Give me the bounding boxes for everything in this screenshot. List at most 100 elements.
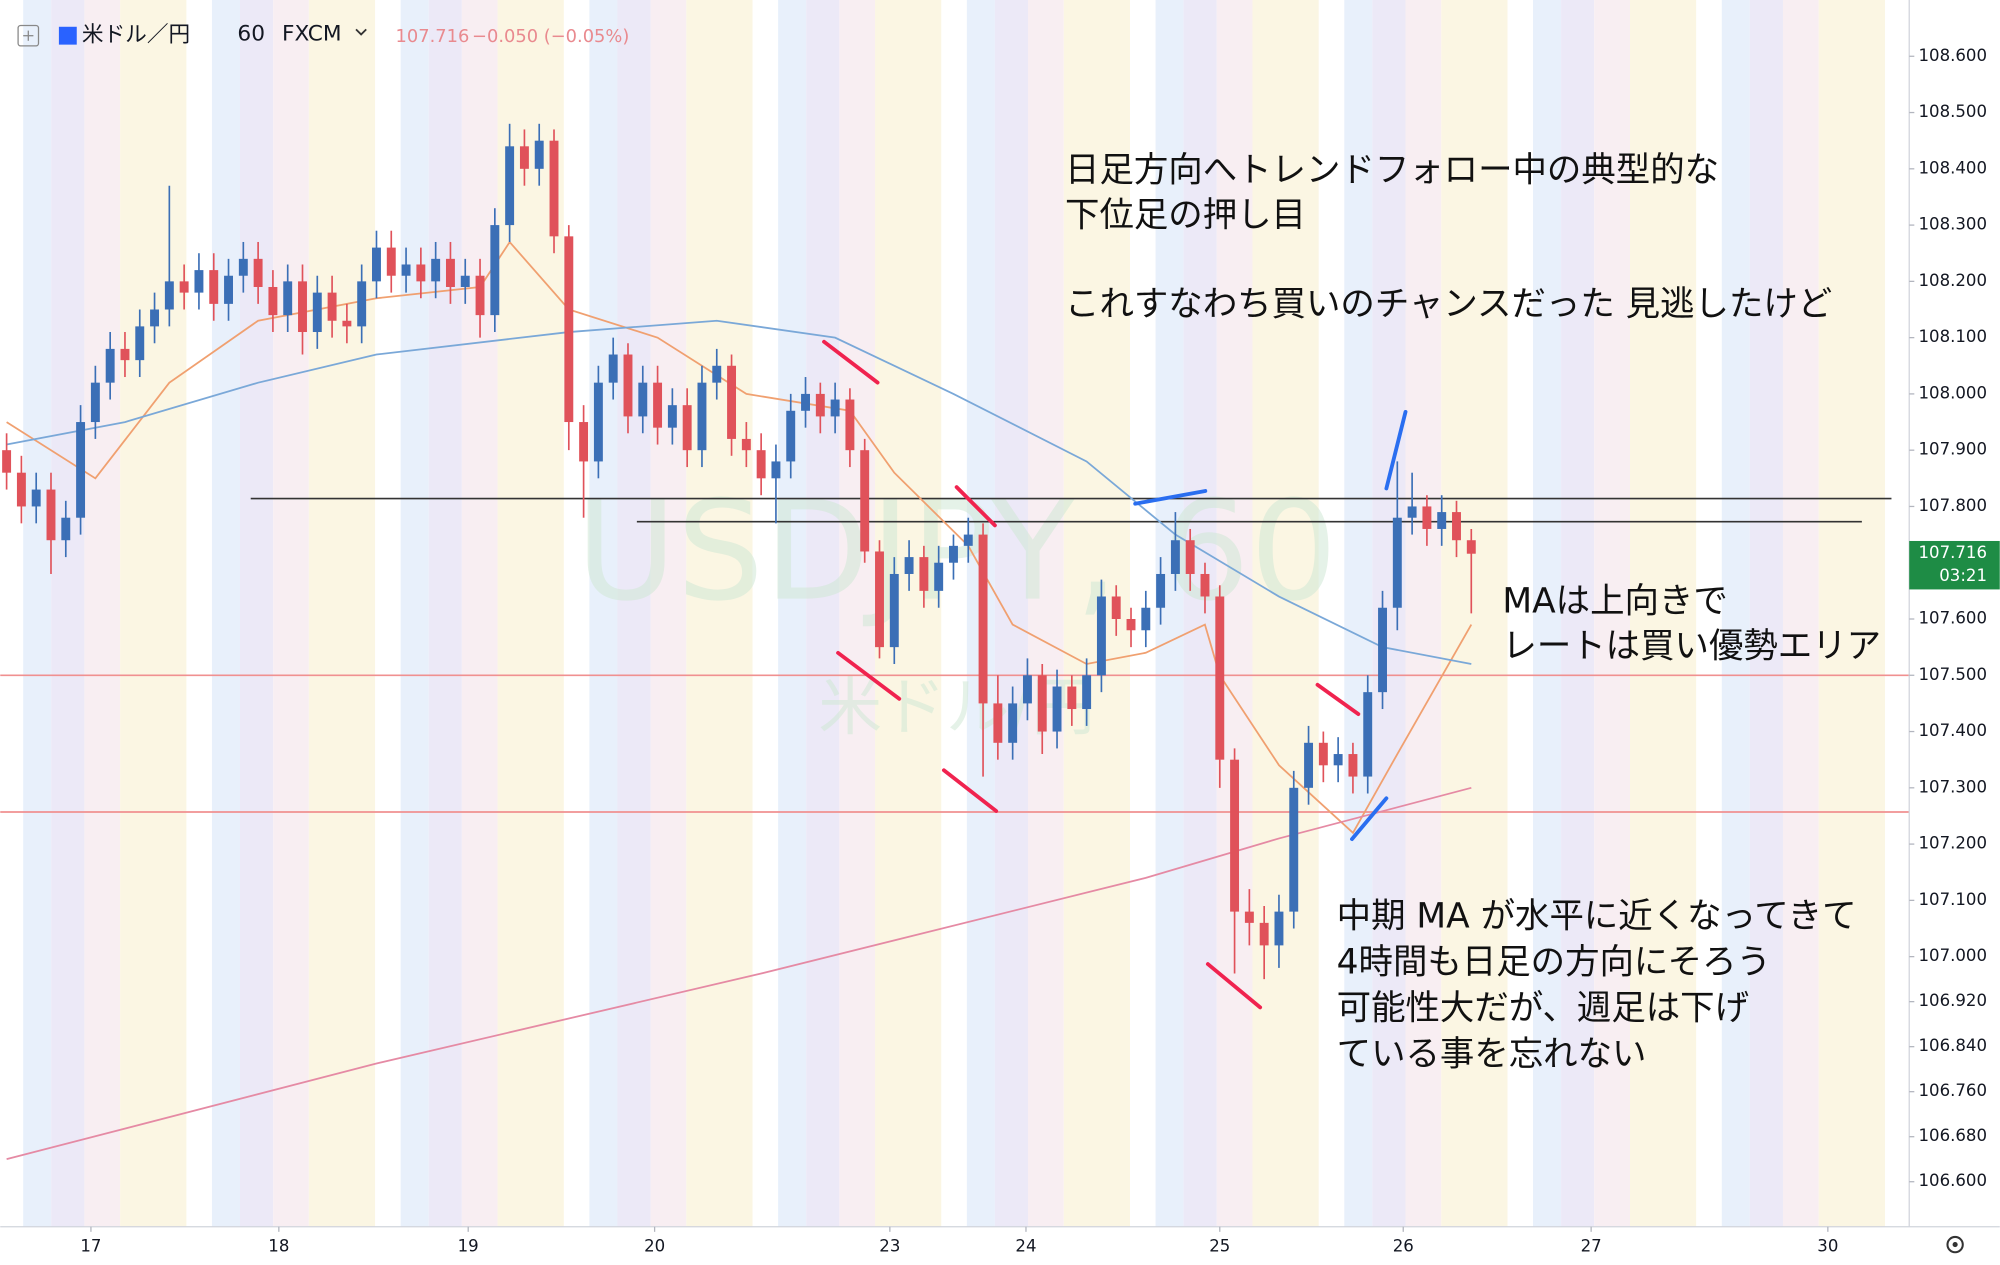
candle-body <box>209 270 219 304</box>
price-change: −0.050 (−0.05%) <box>472 26 629 47</box>
candle-body <box>904 557 914 574</box>
candle-body <box>756 450 766 479</box>
annotation-text: 4時間も日足の方向にそろう <box>1337 943 1771 983</box>
candle-body <box>845 399 855 451</box>
candle-body <box>1422 506 1432 529</box>
session-band <box>1561 0 1595 1227</box>
x-tick-label: 26 <box>1393 1237 1414 1256</box>
session-band <box>1721 0 1750 1227</box>
settings-gear[interactable] <box>1946 1235 1964 1254</box>
candle-body <box>934 562 944 591</box>
candle-body <box>1259 922 1269 946</box>
y-tick-label: 108.000 <box>1919 383 1988 402</box>
candle-body <box>164 281 174 310</box>
candle-body <box>682 405 692 451</box>
y-tick-label: 108.100 <box>1919 327 1988 346</box>
mark-stroke <box>836 650 902 701</box>
candle-body <box>623 354 633 417</box>
candle-body <box>860 450 870 552</box>
candle-body <box>1215 596 1225 760</box>
candle-body <box>120 348 130 361</box>
mark-stroke <box>822 339 880 385</box>
candle-body <box>1067 686 1077 710</box>
session-band <box>941 0 967 1227</box>
session-band <box>186 0 212 1227</box>
y-tick-label: 107.600 <box>1919 608 1988 627</box>
session-band <box>1441 0 1508 1227</box>
last-price-box <box>1909 540 2000 590</box>
mark-stroke <box>1315 682 1361 717</box>
session-band <box>1782 0 1819 1227</box>
session-band <box>1318 0 1345 1227</box>
candle-body <box>801 393 810 411</box>
annotation-text: ている事を忘れない <box>1337 1034 1647 1074</box>
candle-body <box>741 438 751 451</box>
candle-body <box>1333 754 1343 766</box>
x-tick-label: 20 <box>644 1237 665 1256</box>
session-band <box>752 0 779 1227</box>
candle-body <box>875 551 884 648</box>
mark-stroke <box>941 768 999 813</box>
candle-body <box>889 573 899 648</box>
session-band <box>211 0 240 1227</box>
candle-body <box>963 534 973 546</box>
candle-body <box>1437 512 1447 529</box>
y-tick-label: 107.800 <box>1919 496 1988 515</box>
session-band <box>1594 0 1630 1227</box>
candle-body <box>105 348 115 383</box>
candle-body <box>638 382 648 417</box>
session-band <box>23 0 52 1227</box>
candle-body <box>135 326 145 361</box>
x-tick-label: 24 <box>1015 1237 1036 1256</box>
symbol-name[interactable]: 米ドル／円 <box>82 23 190 48</box>
session-band <box>273 0 309 1227</box>
candle-body <box>830 399 840 417</box>
session-band <box>1028 0 1064 1227</box>
candle-body <box>1289 787 1299 912</box>
interval[interactable]: 60 <box>237 21 265 46</box>
session-band <box>400 0 429 1227</box>
session-band <box>51 0 85 1227</box>
y-tick-label: 108.200 <box>1919 271 1988 290</box>
y-tick-label: 107.900 <box>1919 440 1988 459</box>
expand-button[interactable] <box>17 24 40 47</box>
candle-body <box>697 382 707 451</box>
candle-body <box>460 275 470 287</box>
candle-body <box>1141 607 1151 631</box>
candle-body <box>386 247 396 276</box>
x-tick-label: 23 <box>879 1237 900 1256</box>
y-tick-label: 106.680 <box>1919 1126 1988 1145</box>
candle-body <box>1022 675 1032 704</box>
candle-body <box>1126 618 1136 631</box>
annotation-text: 下位足の押し目 <box>1065 195 1306 235</box>
candle-body <box>1200 573 1210 597</box>
candle-body <box>786 410 796 462</box>
session-band <box>686 0 753 1227</box>
annotation-text: 日足方向へトレンドフォロー中の典型的な <box>1065 151 1719 191</box>
candle-body <box>1185 540 1195 574</box>
y-tick-label: 106.600 <box>1919 1171 1988 1190</box>
session-band <box>1183 0 1217 1227</box>
axes: 108.600 108.500 108.400 108.300 108.200 108.1… <box>80 46 2000 1256</box>
source[interactable]: FXCM <box>282 21 342 46</box>
candle-body <box>579 422 589 462</box>
gear-icon[interactable] <box>1946 1235 1964 1254</box>
candle-body <box>1230 759 1240 912</box>
candle-body <box>1304 742 1314 788</box>
candle-body <box>253 258 263 287</box>
candle-body <box>46 489 56 541</box>
hand-marks <box>822 339 1408 1010</box>
candle-body <box>76 422 86 518</box>
source-chevron[interactable] <box>355 28 367 36</box>
price-axis-bg <box>1909 0 2000 1265</box>
countdown-label: 03:21 <box>1939 566 1987 585</box>
last-price-label: 107.716 <box>1919 543 1988 562</box>
candle-body <box>1052 686 1062 732</box>
session-band <box>1405 0 1442 1227</box>
y-tick-label: 107.000 <box>1919 946 1988 965</box>
session-band <box>84 0 121 1227</box>
candle-body <box>608 354 618 383</box>
candle-body <box>431 258 441 282</box>
candle-body <box>1452 512 1461 541</box>
y-tick-label: 107.100 <box>1919 890 1988 909</box>
